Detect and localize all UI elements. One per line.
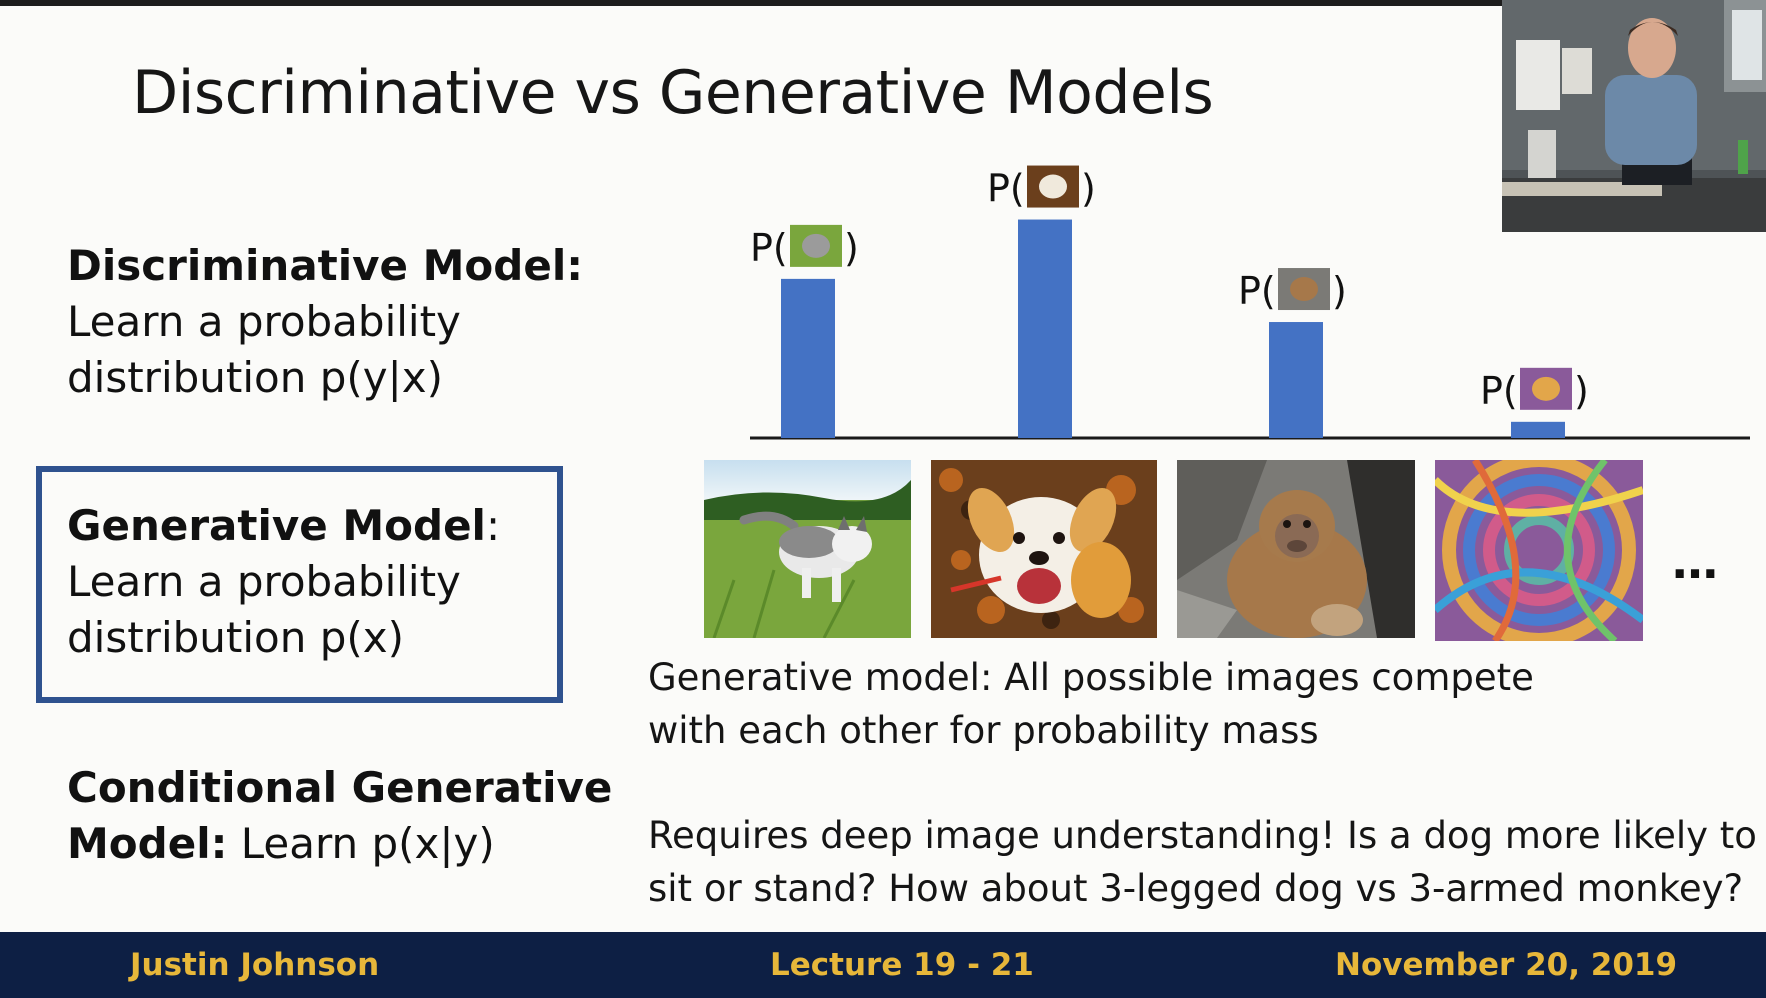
- bar-label-dog: P(): [987, 165, 1096, 211]
- abstract-noise-image: [1435, 460, 1643, 641]
- bar-label-suffix: ): [1332, 269, 1347, 313]
- generative-line1: Learn a probability: [67, 557, 461, 606]
- bar-label-abstract: P(): [1480, 367, 1589, 413]
- bar-label-suffix: ): [844, 226, 859, 270]
- bar-label-thumbnail-subject: [802, 233, 830, 258]
- discriminative-line1: Learn a probability: [67, 297, 461, 346]
- bar-label-prefix: P(: [750, 226, 788, 270]
- generative-colon: :: [485, 501, 501, 550]
- footer-date: November 20, 2019: [1335, 947, 1678, 983]
- discriminative-block: Discriminative Model: Learn a probabilit…: [67, 238, 587, 406]
- bar-label-thumbnail-subject: [1039, 174, 1067, 199]
- generative-highlight-box: [36, 466, 563, 703]
- presenter-image: [1502, 0, 1766, 232]
- cat-image: [704, 460, 911, 638]
- discriminative-line2: distribution p(y|x): [67, 353, 443, 402]
- generative-block: Generative Model: Learn a probability di…: [67, 498, 587, 666]
- bar-label-prefix: P(: [987, 167, 1025, 211]
- bar-label-thumbnail-subject: [1290, 277, 1318, 302]
- footer-lecture: Lecture 19 - 21: [770, 947, 1034, 983]
- footer-author: Justin Johnson: [130, 947, 380, 983]
- discriminative-heading: Discriminative Model:: [67, 241, 584, 290]
- caption-understanding-line1: Requires deep image understanding! Is a …: [648, 814, 1757, 857]
- bar-label-prefix: P(: [1238, 269, 1276, 313]
- probability-bar-chart: P() P() P() P(): [700, 150, 1766, 460]
- bar-label-suffix: ): [1081, 167, 1096, 211]
- caption-understanding: Requires deep image understanding! Is a …: [648, 809, 1757, 915]
- conditional-block: Conditional Generative Model: Learn p(x|…: [67, 760, 613, 872]
- slide-title: Discriminative vs Generative Models: [132, 58, 1214, 128]
- generative-heading: Generative Model: [67, 501, 486, 550]
- video-top-strip: [0, 0, 1766, 6]
- presenter-webcam-video: [1502, 0, 1766, 232]
- monkey-image: [1177, 460, 1415, 638]
- slide-footer: Justin Johnson Lecture 19 - 21 November …: [0, 932, 1766, 998]
- bar-dog: [1018, 219, 1072, 438]
- conditional-heading-2: Model:: [67, 819, 228, 868]
- conditional-heading-1: Conditional Generative: [67, 763, 613, 812]
- caption-generative-line1: Generative model: All possible images co…: [648, 656, 1534, 699]
- bar-cat: [781, 278, 835, 438]
- caption-generative-line2: with each other for probability mass: [648, 709, 1319, 752]
- probability-chart-svg: P()P()P()P(): [750, 165, 1750, 440]
- more-images-ellipsis: …: [1672, 535, 1722, 589]
- bar-abstract: [1511, 421, 1565, 438]
- bar-monkey: [1269, 322, 1323, 438]
- generative-line2: distribution p(x): [67, 613, 404, 662]
- caption-generative: Generative model: All possible images co…: [648, 651, 1534, 757]
- caption-understanding-line2: sit or stand? How about 3-legged dog vs …: [648, 867, 1744, 910]
- bar-label-monkey: P(): [1238, 268, 1347, 313]
- bar-label-prefix: P(: [1480, 369, 1518, 413]
- conditional-rest: Learn p(x|y): [227, 819, 495, 868]
- bar-label-thumbnail-subject: [1532, 376, 1560, 401]
- dog-image: [931, 460, 1157, 638]
- bar-label-cat: P(): [750, 224, 859, 270]
- bar-label-suffix: ): [1574, 369, 1589, 413]
